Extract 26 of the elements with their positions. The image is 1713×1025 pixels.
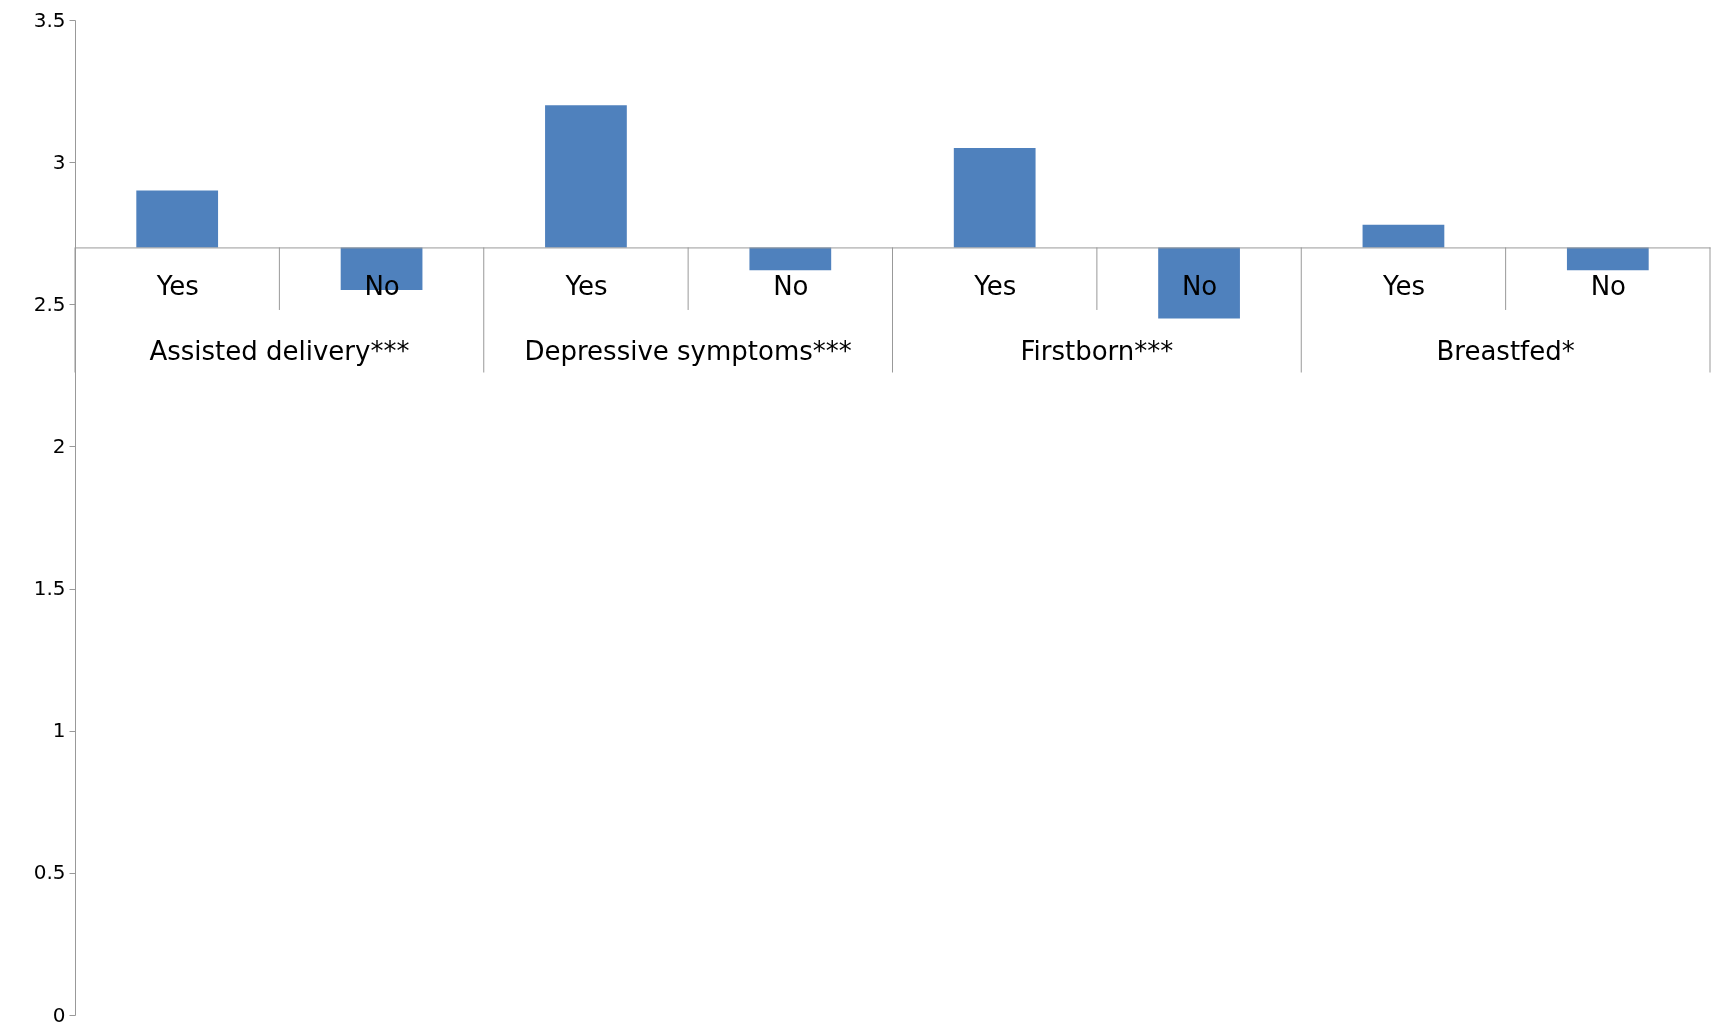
bar	[1362, 224, 1445, 248]
y-tick-label: 0.5	[33, 860, 66, 885]
annotation: Assisted delivery***	[149, 336, 410, 367]
x-tick-label: Yes	[564, 270, 608, 301]
annotation: Firstborn***	[1020, 336, 1174, 367]
y-tick-label: 2.5	[33, 291, 66, 316]
bar	[1158, 247, 1240, 319]
annotation: Depressive symptoms***	[524, 336, 852, 367]
bar	[953, 147, 1036, 248]
y-tick-label: 3	[52, 149, 66, 174]
x-tick-label: Yes	[973, 270, 1017, 301]
bar	[749, 247, 832, 271]
y-tick-label: 3.5	[33, 7, 66, 32]
y-tick-label: 2	[52, 433, 66, 458]
x-tick-label: Yes	[1381, 270, 1425, 301]
x-tick-label: Yes	[155, 270, 199, 301]
x-tick-label: No	[1181, 270, 1218, 301]
bar	[136, 190, 219, 248]
bar	[1566, 247, 1649, 271]
y-tick-label: 1	[52, 718, 66, 743]
x-tick-label: No	[773, 270, 809, 301]
annotation: Breastfed*	[1436, 336, 1575, 367]
y-tick-label: 0	[52, 1002, 66, 1025]
bar	[545, 105, 627, 248]
x-tick-label: No	[1590, 270, 1626, 301]
y-tick-label: 1.5	[33, 576, 66, 601]
